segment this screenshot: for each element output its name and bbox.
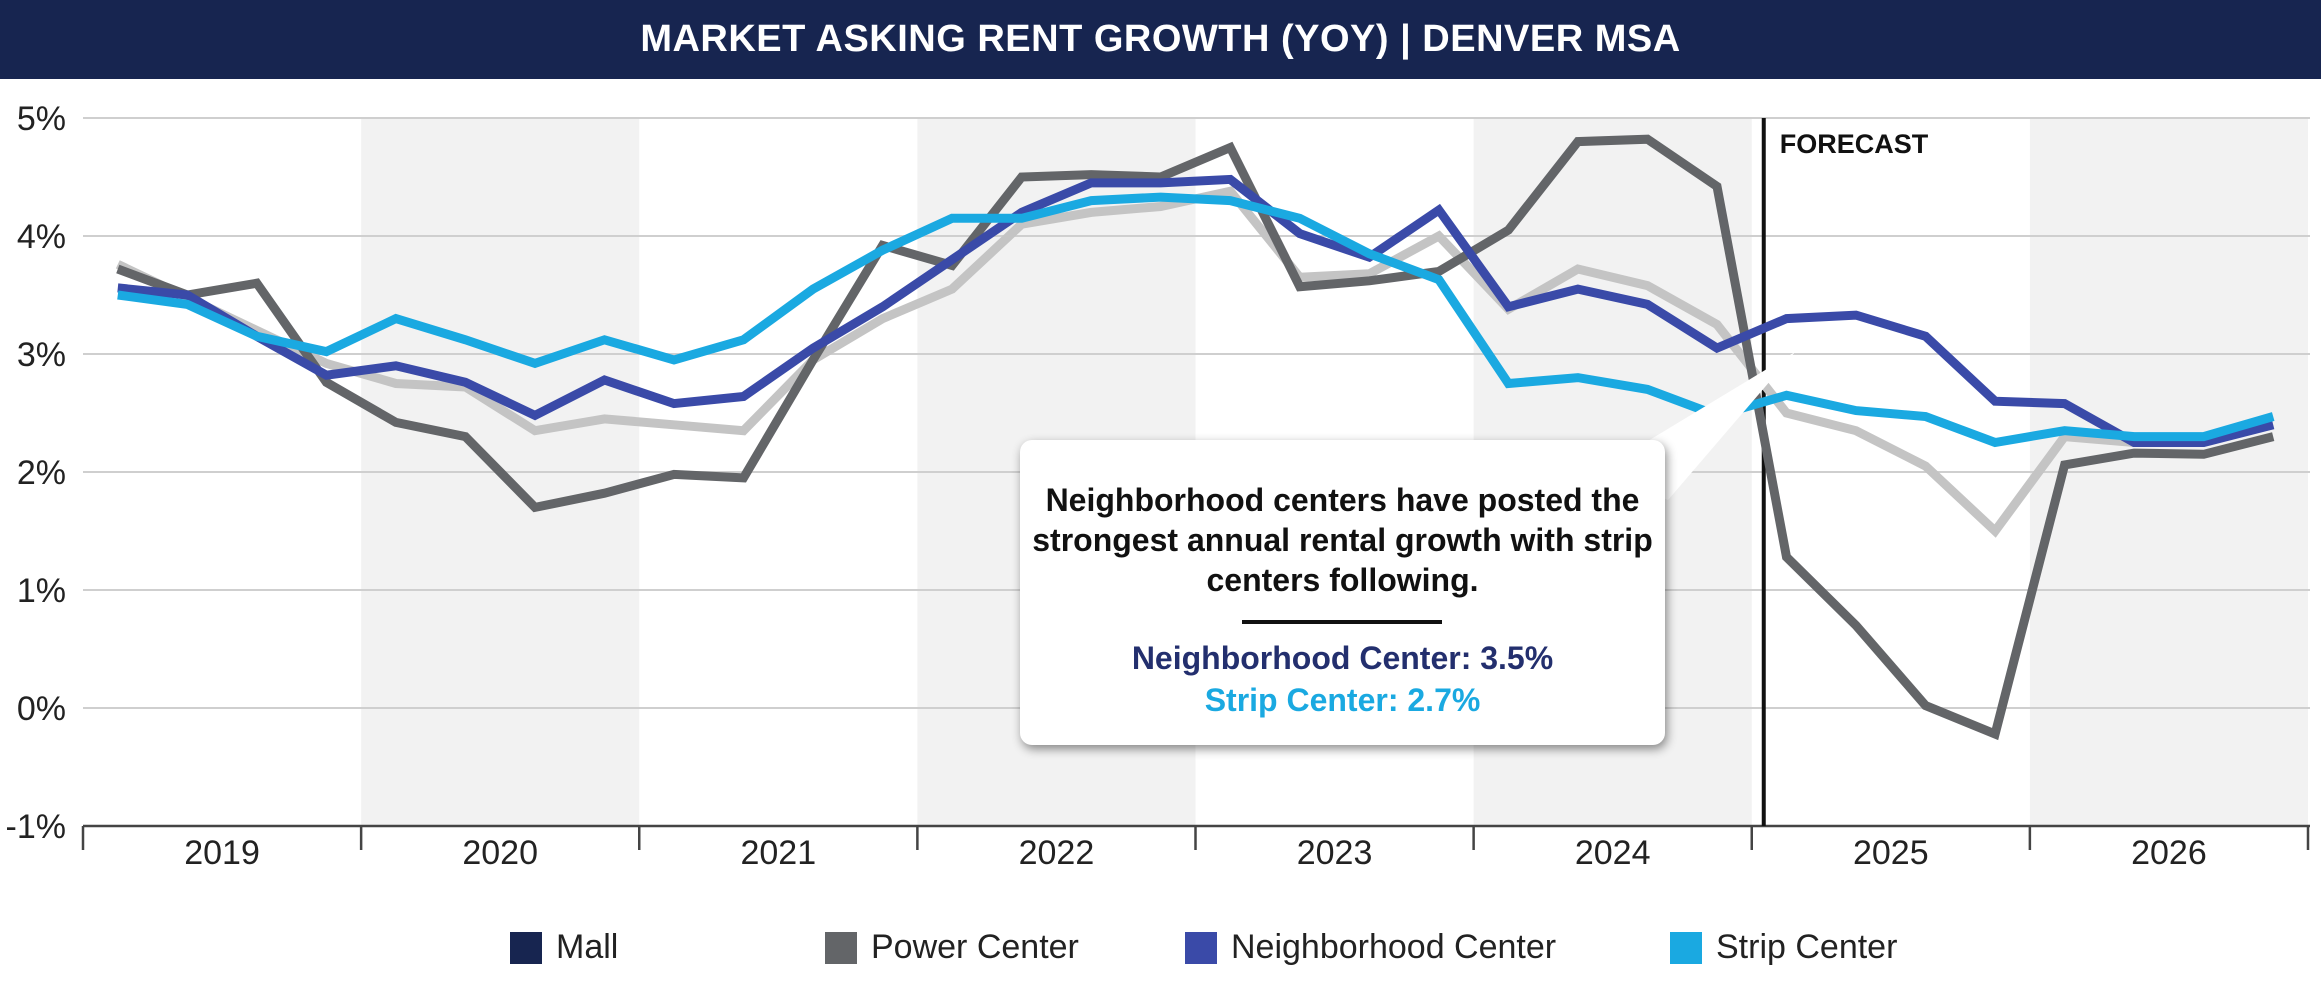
x-year-label: 2025	[1853, 834, 1929, 872]
legend-item-power-center: Power Center	[825, 920, 1079, 975]
series-lines	[115, 134, 2275, 741]
series-line-strip-center	[117, 192, 2275, 448]
y-tick-label: 3%	[17, 336, 66, 374]
callout-strip-stat: Strip Center: 2.7%	[1204, 682, 1481, 718]
forecast-marker: FORECAST	[1761, 118, 1929, 826]
callout-text: Neighborhood centers have posted the str…	[1032, 482, 1653, 598]
chart-title: MARKET ASKING RENT GROWTH (YOY) | DENVER…	[0, 0, 2321, 79]
y-tick-label: 4%	[17, 218, 66, 256]
x-axis	[81, 824, 2310, 850]
x-year-label: 2021	[740, 834, 816, 872]
legend: Mall Power Center Neighborhood Center St…	[0, 920, 2321, 975]
y-tick-label: -1%	[6, 808, 66, 846]
callout-divider	[1242, 620, 1442, 624]
callout-box: Neighborhood centers have posted the str…	[1020, 440, 1665, 745]
x-year-label: 2022	[1019, 834, 1095, 872]
legend-swatch-strip-center	[1670, 931, 1702, 964]
x-year-labels: 2019 2020 2021 2022 2023 2024 2025 2026	[184, 834, 2207, 872]
x-year-label: 2026	[2131, 834, 2207, 872]
x-year-label: 2019	[184, 834, 260, 872]
y-tick-label: 0%	[17, 690, 66, 728]
legend-label-power-center: Power Center	[871, 928, 1079, 966]
y-tick-label: 1%	[17, 572, 66, 610]
y-tick-labels: 5% 4% 3% 2% 1% 0% -1%	[6, 100, 66, 846]
legend-label-mall: Mall	[556, 928, 619, 966]
legend-item-mall: Mall	[510, 920, 618, 975]
x-year-label: 2023	[1297, 834, 1373, 872]
legend-swatch-mall	[510, 931, 542, 964]
legend-label-neighborhood-center: Neighborhood Center	[1231, 928, 1557, 966]
callout-neighborhood-stat: Neighborhood Center: 3.5%	[1131, 640, 1554, 676]
legend-item-neighborhood-center: Neighborhood Center	[1185, 920, 1556, 975]
x-year-label: 2024	[1575, 834, 1651, 872]
legend-swatch-power-center	[825, 931, 857, 964]
series-line-power-center	[116, 134, 2275, 741]
legend-swatch-neighborhood-center	[1185, 931, 1217, 964]
legend-label-strip-center: Strip Center	[1716, 928, 1898, 966]
y-tick-label: 2%	[17, 454, 66, 492]
legend-item-strip-center: Strip Center	[1670, 920, 1897, 975]
x-year-label: 2020	[462, 834, 538, 872]
y-tick-label: 5%	[17, 100, 66, 138]
forecast-label: FORECAST	[1780, 129, 1929, 159]
series-line-neighborhood-center	[117, 174, 2275, 447]
